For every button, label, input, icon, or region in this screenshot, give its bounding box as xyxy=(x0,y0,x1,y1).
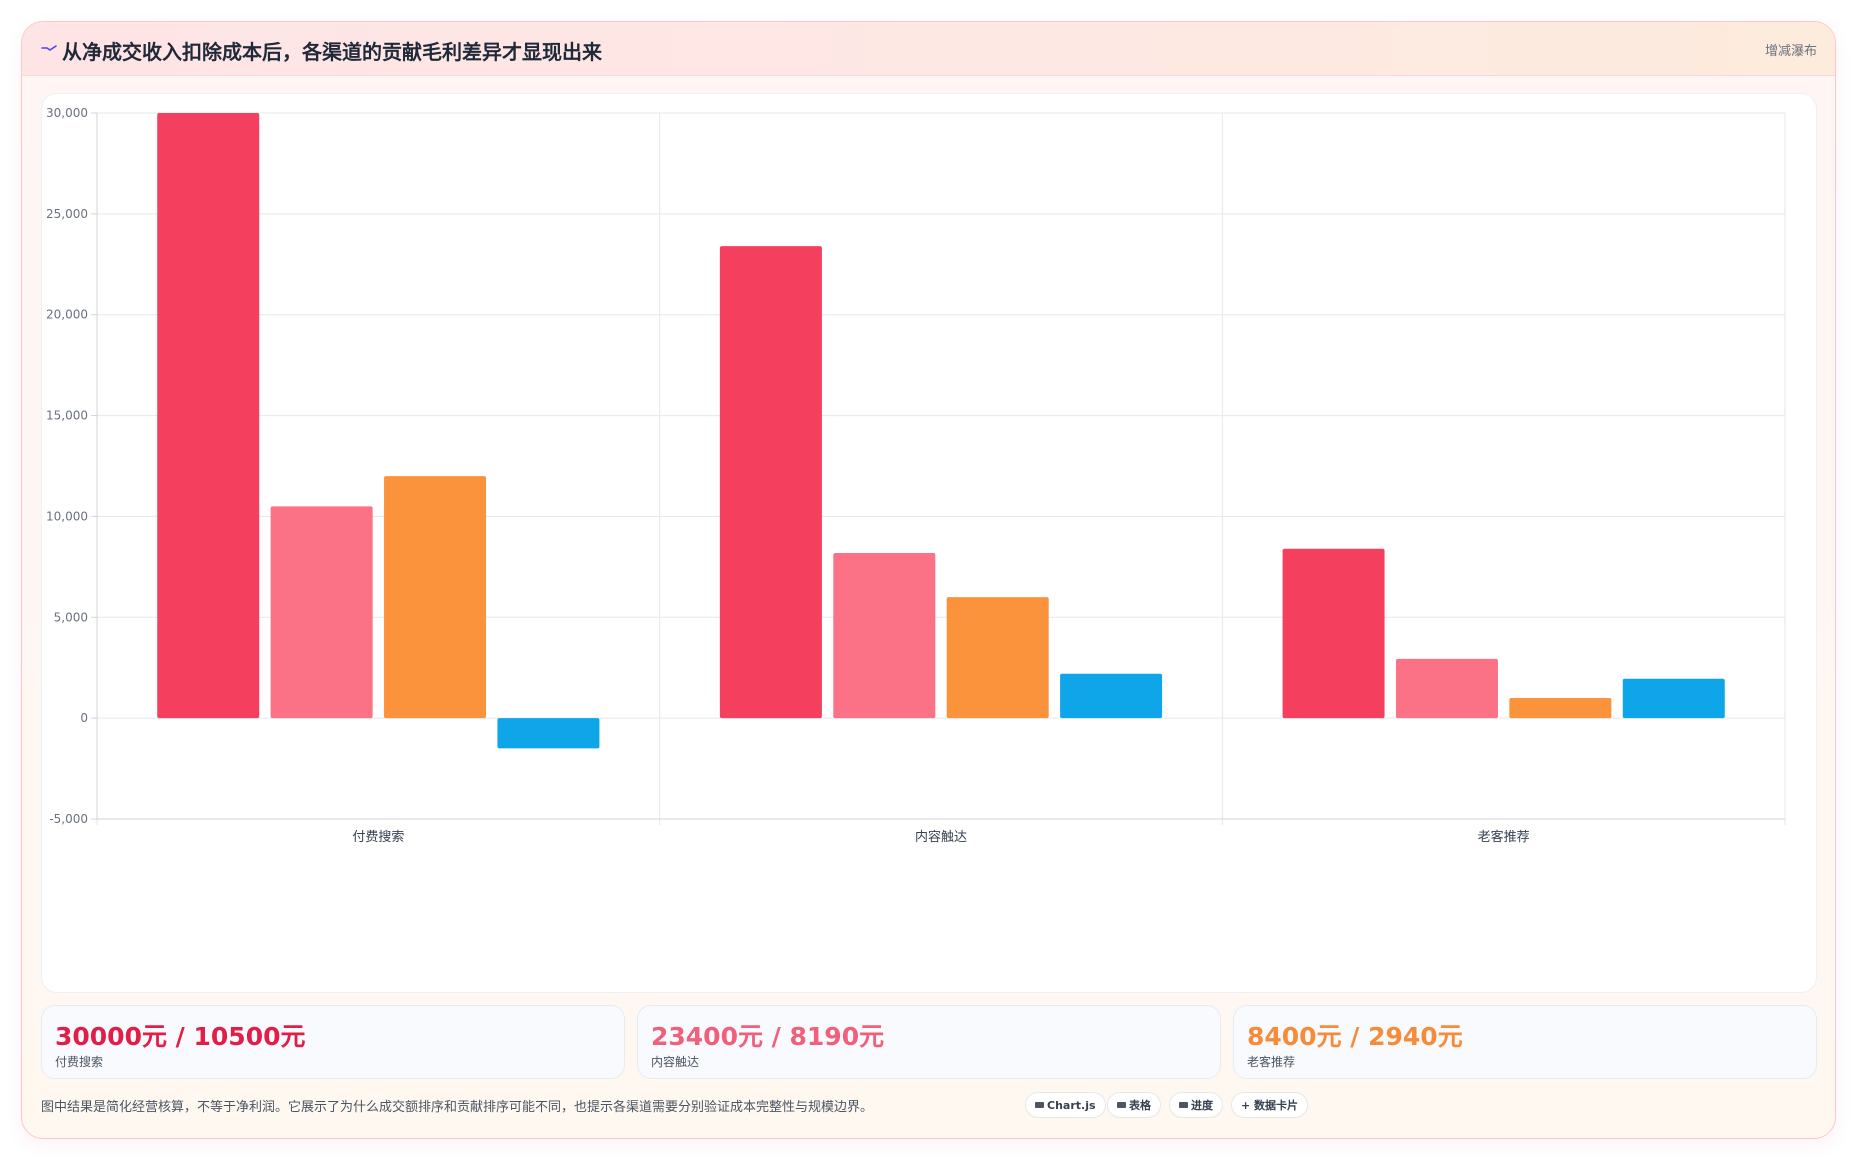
stat-card-content-reach: 23400元 / 8190元 内容触达 xyxy=(637,1005,1221,1079)
y-tick-label: -5,000 xyxy=(49,812,88,826)
chip-table[interactable]: 表格 xyxy=(1107,1092,1161,1118)
progress-icon xyxy=(1179,1102,1188,1108)
chip-data-card[interactable]: + 数据卡片 xyxy=(1231,1092,1309,1118)
waterfall-toggle-link[interactable]: 增减瀑布 xyxy=(1764,44,1817,59)
chart-icon xyxy=(1035,1102,1044,1108)
card-header: 从净成交收入扣除成本后，各渠道的贡献毛利差异才显现出来 增减瀑布 xyxy=(22,22,1835,76)
stat-label: 内容触达 xyxy=(651,1055,700,1069)
y-tick-label: 25,000 xyxy=(46,207,88,221)
bar-1-2 xyxy=(946,597,1049,719)
y-tick-label: 20,000 xyxy=(46,308,88,322)
stat-value: 8400元 / 2940元 xyxy=(1247,1022,1463,1051)
bar-1-0 xyxy=(719,246,822,719)
chart-card: 从净成交收入扣除成本后，各渠道的贡献毛利差异才显现出来 增减瀑布 -5,000 0… xyxy=(21,21,1836,1139)
chip-label: 进度 xyxy=(1191,1099,1213,1112)
bar-0-0 xyxy=(157,113,260,719)
bar-1-3 xyxy=(1060,673,1163,719)
bar-2-3 xyxy=(1622,678,1725,719)
x-tick-label: 付费搜索 xyxy=(352,830,404,845)
stat-card-paid-search: 30000元 / 10500元 付费搜索 xyxy=(41,1005,625,1079)
y-tick-label: 0 xyxy=(80,711,88,725)
bar-0-3 xyxy=(497,718,600,749)
stat-value: 30000元 / 10500元 xyxy=(55,1022,306,1051)
chart-panel: -5,000 0 5,000 10,000 15,000 20,000 25,000 30,0… xyxy=(41,93,1817,993)
bar-2-0 xyxy=(1282,548,1385,719)
chip-chartjs[interactable]: Chart.js xyxy=(1025,1092,1106,1118)
x-tick-label: 老客推荐 xyxy=(1478,829,1530,845)
bar-chart: -5,000 0 5,000 10,000 15,000 20,000 25,000 30,0… xyxy=(46,106,1786,845)
bar-0-2 xyxy=(384,476,487,719)
bar-2-2 xyxy=(1509,697,1612,719)
footnote: 图中结果是简化经营核算，不等于净利润。它展示了为什么成交额排序和贡献排序可能不同… xyxy=(41,1100,874,1115)
chip-progress[interactable]: 进度 xyxy=(1169,1092,1223,1118)
bar-1-1 xyxy=(833,552,936,719)
bar-0-1 xyxy=(270,506,373,719)
chip-label: Chart.js xyxy=(1047,1099,1096,1112)
stat-label: 老客推荐 xyxy=(1247,1055,1296,1069)
y-tick-label: 5,000 xyxy=(54,610,88,624)
bar-2-1 xyxy=(1395,658,1498,719)
table-icon xyxy=(1117,1102,1126,1108)
chart-title: 从净成交收入扣除成本后，各渠道的贡献毛利差异才显现出来 xyxy=(62,40,602,64)
y-tick-label: 15,000 xyxy=(46,409,88,423)
y-tick-label: 30,000 xyxy=(46,106,88,120)
y-tick-label: 10,000 xyxy=(46,509,88,523)
chip-label: 表格 xyxy=(1129,1099,1151,1112)
x-tick-label: 内容触达 xyxy=(915,829,967,845)
chip-label: 数据卡片 xyxy=(1254,1099,1299,1112)
stat-value: 23400元 / 8190元 xyxy=(651,1022,885,1051)
plus-icon: + xyxy=(1241,1099,1255,1112)
stat-cards: 30000元 / 10500元 付费搜索 23400元 / 8190元 内容触达… xyxy=(41,1005,1817,1079)
trend-line-icon xyxy=(41,45,57,51)
stat-card-referral: 8400元 / 2940元 老客推荐 xyxy=(1233,1005,1817,1079)
stat-label: 付费搜索 xyxy=(55,1055,104,1069)
